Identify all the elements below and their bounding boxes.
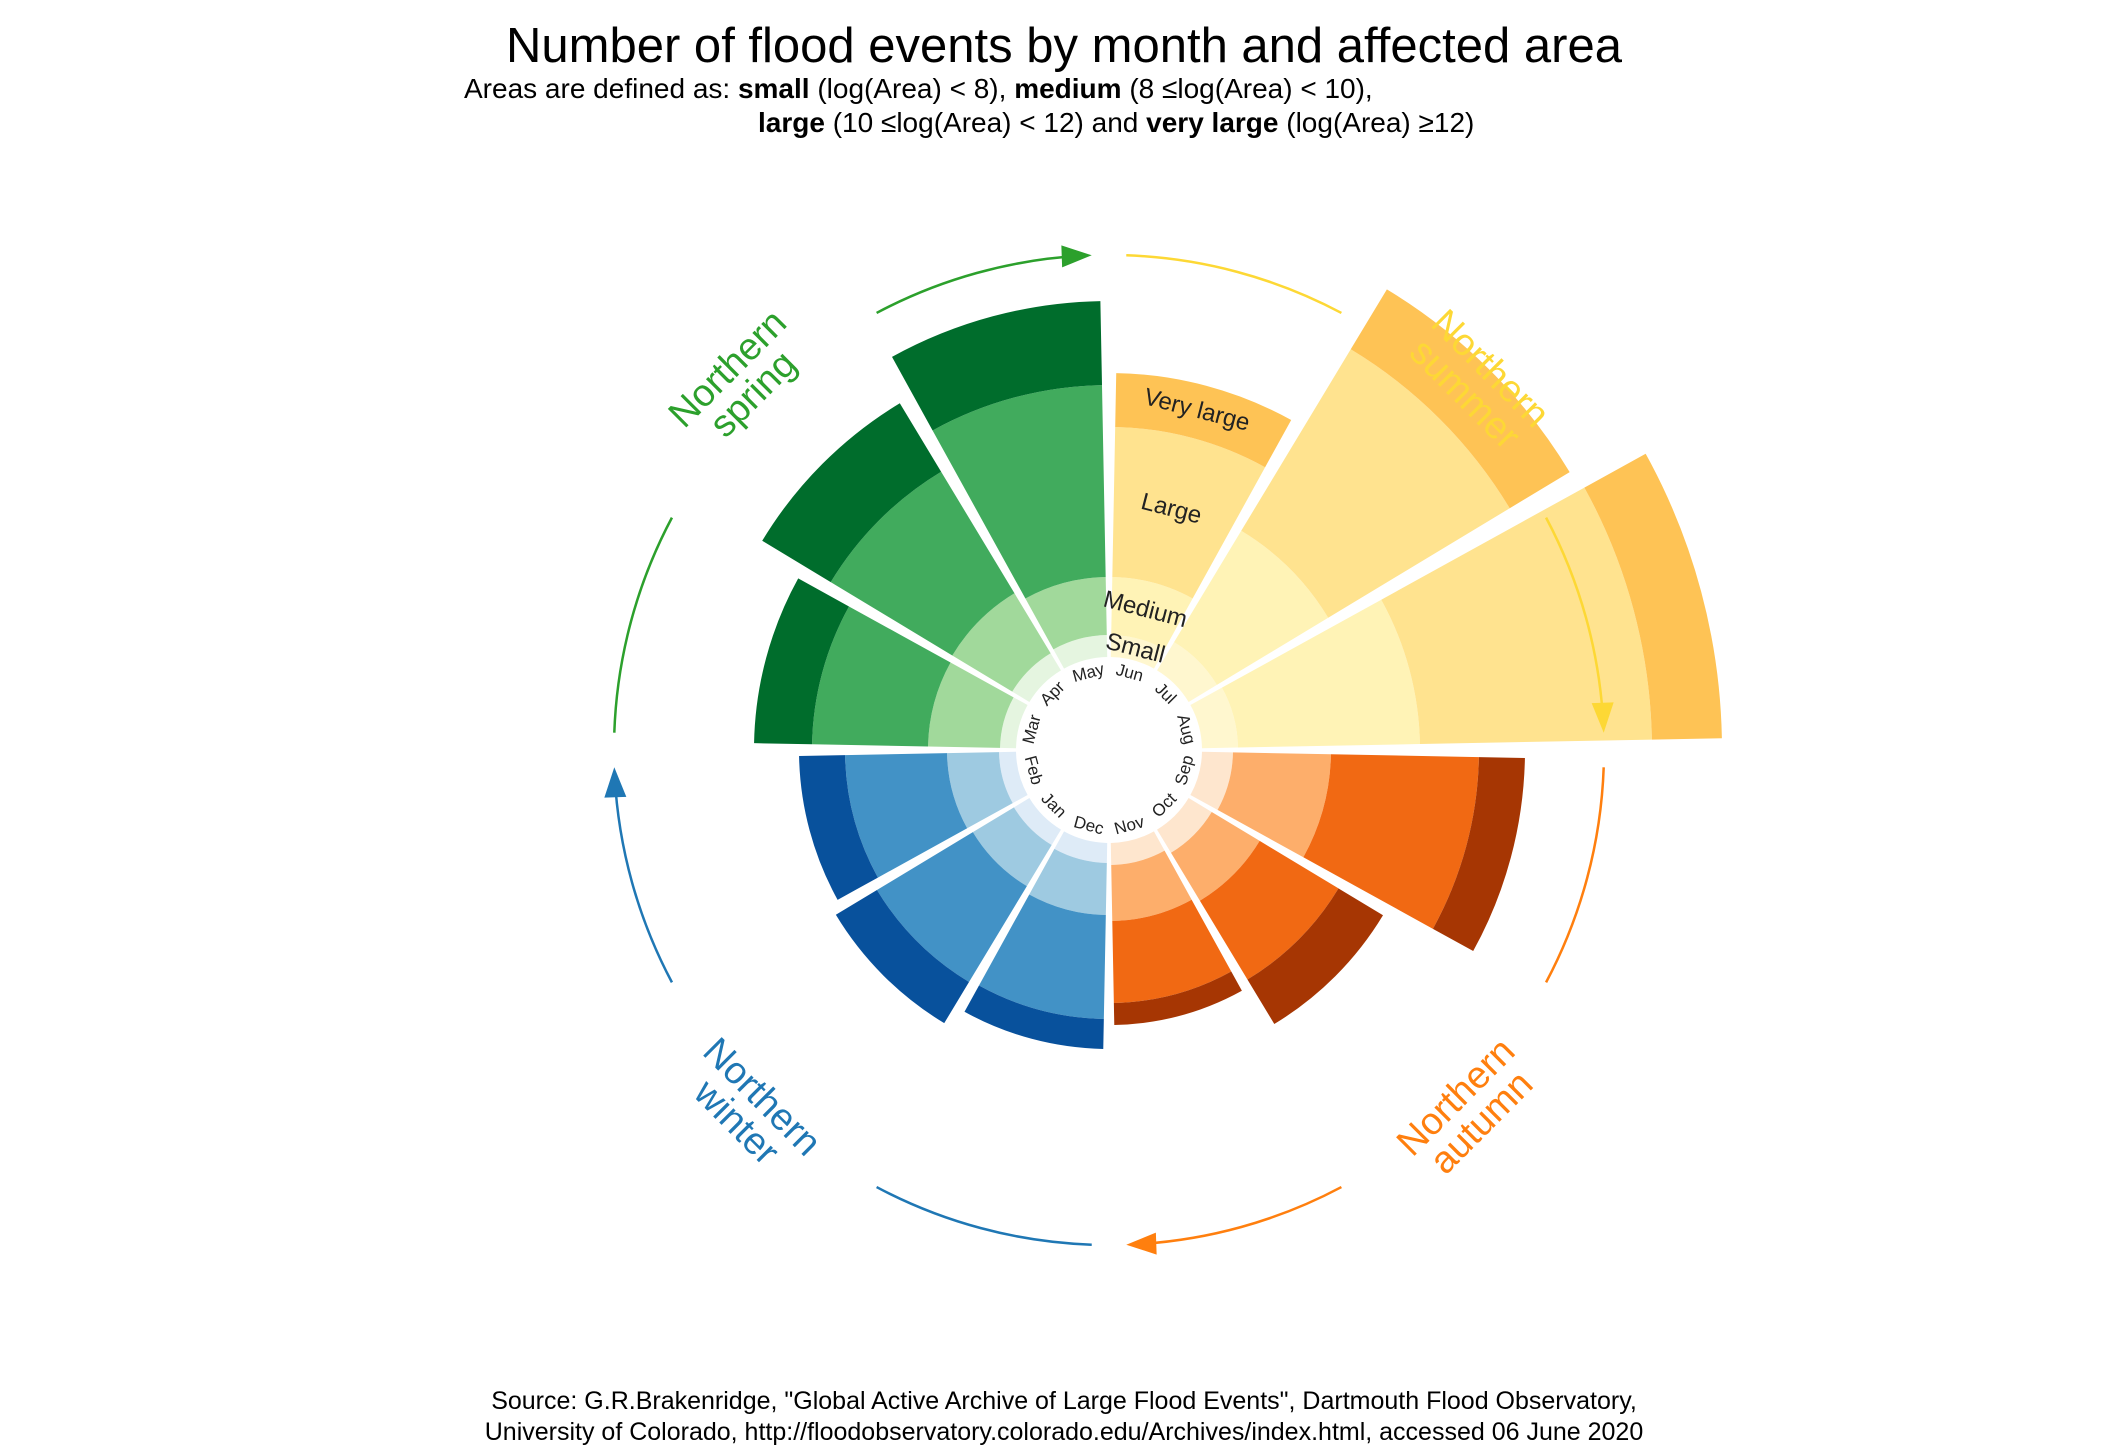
- subtitle-medium-term: medium: [1014, 73, 1122, 104]
- bar-dec-band-2: [1029, 848, 1107, 915]
- bar-jun-band-1: [1110, 635, 1165, 669]
- subtitle-small-term: small: [737, 73, 810, 104]
- season-arrow-summer: [1591, 702, 1614, 733]
- bar-mar-band-2: [928, 662, 1014, 748]
- subtitle-verylarge-definition: (log(Area) ≥12): [1278, 107, 1475, 138]
- bar-sep-band-2: [1217, 752, 1331, 858]
- bar-nov-band-4: [1113, 971, 1242, 1025]
- bar-apr-band-1: [1012, 653, 1061, 702]
- caption-line-2: University of Colorado, http://floodobse…: [484, 1418, 1644, 1446]
- bar-dec-band-1: [1054, 831, 1108, 863]
- bar-nov-band-3: [1112, 899, 1232, 1003]
- bars-group: [754, 289, 1722, 1049]
- chart-subtitle-line-1: Areas are defined as: small (log(Area) <…: [464, 72, 1373, 106]
- bar-jan-band-3: [876, 832, 1027, 983]
- bar-sep-band-1: [1190, 751, 1233, 810]
- bar-jan-band-2: [972, 807, 1052, 887]
- bar-jul-band-3: [1241, 349, 1510, 618]
- subtitle-large-definition: (10 ≤log(Area) < 12) and: [824, 107, 1147, 138]
- month-label-mar: Mar: [1019, 712, 1045, 746]
- season-arrow-spring: [1061, 245, 1092, 268]
- bar-jun-band-4: [1115, 373, 1292, 468]
- bar-oct-band-1: [1157, 798, 1212, 853]
- bar-dec-band-3: [978, 894, 1106, 1019]
- month-label-jun: Jun: [1114, 660, 1145, 685]
- season-arrow-autumn: [1126, 1232, 1157, 1255]
- bar-sep-band-4: [1432, 757, 1525, 952]
- bar-apr-band-2: [952, 593, 1051, 692]
- season-arc-winter-1: [876, 1185, 1092, 1246]
- season-arc-autumn-2: [1134, 1185, 1342, 1246]
- season-arc-winter-2: [613, 775, 674, 983]
- bar-aug-band-2: [1221, 599, 1420, 748]
- bar-aug-band-4: [1584, 453, 1722, 740]
- bar-jul-band-2: [1174, 530, 1329, 685]
- bar-jul-band-4: [1350, 289, 1570, 509]
- season-arc-summer-1: [1126, 254, 1342, 315]
- bar-sep-band-3: [1303, 754, 1479, 929]
- chart-title: Number of flood events by month and affe…: [506, 19, 1622, 73]
- month-label-dec: Dec: [1072, 812, 1107, 838]
- bar-feb-band-2: [947, 752, 1013, 829]
- bar-may-band-3: [932, 385, 1106, 599]
- subtitle-verylarge-term: very large: [1146, 107, 1279, 138]
- season-arc-spring-1: [613, 517, 674, 733]
- bar-jan-band-4: [835, 889, 970, 1024]
- bar-feb-band-1: [999, 751, 1028, 804]
- month-label-sep: Sep: [1171, 753, 1197, 787]
- season-arc-summer-2: [1544, 517, 1605, 725]
- bar-may-band-2: [1025, 577, 1107, 650]
- bar-feb-band-3: [845, 753, 968, 878]
- subtitle-small-definition: (log(Area) < 8),: [809, 73, 1015, 104]
- bar-mar-band-1: [1000, 697, 1028, 749]
- month-label-aug: Aug: [1173, 712, 1199, 746]
- bar-mar-band-3: [812, 606, 951, 747]
- season-arrow-winter: [604, 767, 627, 798]
- month-label-may: May: [1070, 659, 1106, 686]
- bar-jul-band-1: [1157, 642, 1217, 702]
- month-label-feb: Feb: [1021, 754, 1047, 787]
- season-arc-spring-2: [876, 254, 1084, 315]
- caption-line-1: Source: G.R.Brakenridge, "Global Active …: [491, 1387, 1637, 1415]
- bar-mar-band-4: [754, 578, 849, 745]
- bar-oct-band-3: [1199, 840, 1339, 980]
- subtitle-prefix: Areas are defined as:: [464, 73, 738, 104]
- month-label-nov: Nov: [1112, 812, 1147, 838]
- season-arc-autumn-1: [1544, 767, 1605, 983]
- season-arcs-group: [604, 245, 1614, 1255]
- subtitle-medium-definition: (8 ≤log(Area) < 10),: [1121, 73, 1373, 104]
- bar-dec-band-4: [964, 985, 1104, 1049]
- bar-apr-band-4: [762, 403, 942, 583]
- bar-may-band-4: [892, 301, 1102, 431]
- bar-oct-band-2: [1170, 811, 1260, 901]
- bar-jan-band-1: [1013, 798, 1061, 846]
- bar-may-band-1: [1053, 635, 1108, 669]
- subtitle-large-term: large: [758, 107, 825, 138]
- bar-nov-band-1: [1110, 831, 1165, 865]
- bar-oct-band-4: [1247, 888, 1384, 1025]
- bar-nov-band-2: [1111, 850, 1192, 921]
- bar-apr-band-3: [830, 471, 1015, 656]
- bar-feb-band-4: [799, 755, 878, 900]
- bar-aug-band-3: [1381, 487, 1652, 745]
- bar-jun-band-2: [1111, 577, 1193, 650]
- bar-jun-band-3: [1112, 427, 1266, 599]
- chart-subtitle-line-2: large (10 ≤log(Area) < 12) and very larg…: [758, 106, 1474, 140]
- bar-aug-band-1: [1190, 687, 1238, 749]
- chart-caption: Source: G.R.Brakenridge, "Global Active …: [0, 1386, 2128, 1448]
